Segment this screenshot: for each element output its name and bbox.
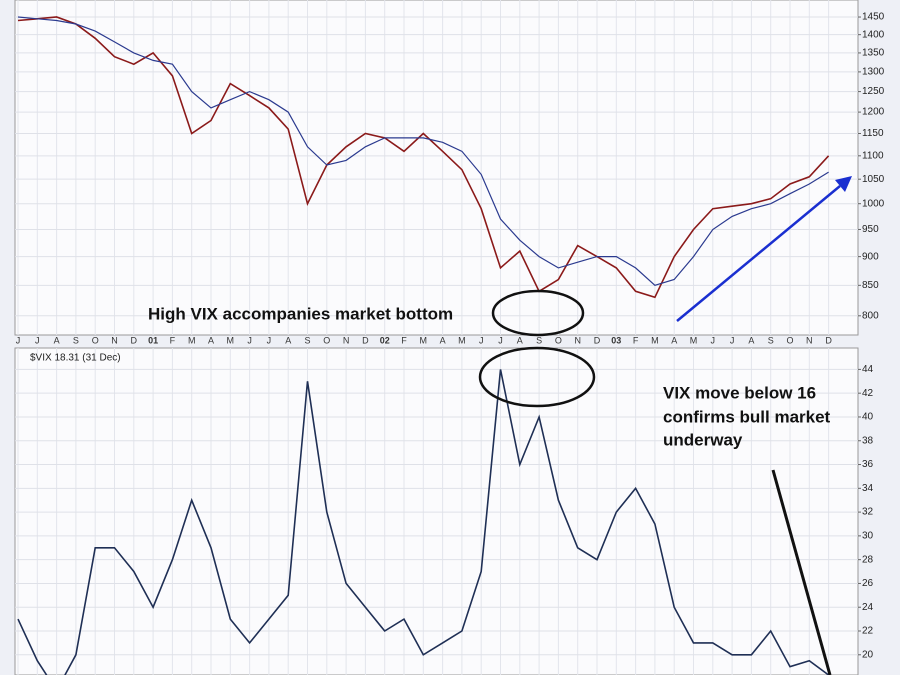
- y-tick-label: 1050: [862, 174, 885, 185]
- y-tick-label: 30: [862, 531, 874, 542]
- x-tick-label: 01: [148, 335, 158, 345]
- x-tick-label: N: [806, 335, 813, 345]
- trend-arrow: [676, 185, 841, 322]
- x-tick-label: 02: [380, 335, 390, 345]
- y-tick-label: 40: [862, 412, 874, 423]
- y-tick-label: 1200: [862, 107, 885, 118]
- x-tick-label: S: [73, 335, 79, 345]
- x-tick-label: S: [536, 335, 542, 345]
- x-tick-label: J: [267, 335, 272, 345]
- bottom-circle: [491, 289, 585, 337]
- x-tick-label: N: [111, 335, 118, 345]
- y-tick-label: 20: [862, 649, 874, 660]
- x-tick-label: D: [131, 335, 138, 345]
- x-tick-label: O: [555, 335, 562, 345]
- y-tick-label: 24: [862, 602, 874, 613]
- y-tick-label: 42: [862, 388, 874, 399]
- x-tick-label: D: [825, 335, 832, 345]
- y-tick-label: 1300: [862, 67, 885, 78]
- y-tick-label: 1000: [862, 198, 885, 209]
- x-tick-label: J: [479, 335, 484, 345]
- y-tick-label: 32: [862, 507, 874, 518]
- x-tick-label: J: [498, 335, 503, 345]
- y-tick-label: 22: [862, 626, 874, 637]
- x-tick-label: D: [362, 335, 369, 345]
- x-tick-label: 03: [611, 335, 621, 345]
- x-tick-label: S: [768, 335, 774, 345]
- y-tick-label: 1100: [862, 150, 884, 161]
- y-tick-label: 1450: [862, 12, 885, 23]
- vix-title: $VIX 18.31 (31 Dec): [30, 353, 121, 364]
- series-line: [17, 16, 830, 299]
- x-tick-label: J: [35, 335, 40, 345]
- x-tick-label: F: [401, 335, 407, 345]
- x-tick-label: A: [208, 335, 214, 345]
- series-group: [17, 16, 830, 299]
- series-line: [17, 16, 829, 286]
- x-tick-label: O: [323, 335, 330, 345]
- vix-panel: [14, 347, 859, 675]
- y-tick-label: 44: [862, 364, 874, 375]
- y-tick-label: 26: [862, 578, 874, 589]
- y-tick-label: 1400: [862, 29, 885, 40]
- series-group: [17, 369, 830, 675]
- x-tick-label: F: [633, 335, 639, 345]
- annotation: VIX move below 16: [663, 383, 816, 402]
- x-tick-label: M: [690, 335, 698, 345]
- x-tick-label: A: [285, 335, 291, 345]
- price-panel: [14, 0, 859, 336]
- x-tick-label: O: [92, 335, 99, 345]
- x-tick-label: M: [420, 335, 428, 345]
- x-tick-label: J: [247, 335, 252, 345]
- annotation: confirms bull market: [663, 407, 831, 426]
- x-tick-label: O: [786, 335, 793, 345]
- x-tick-label: M: [188, 335, 196, 345]
- x-tick-label: J: [711, 335, 716, 345]
- y-tick-label: 800: [862, 310, 879, 321]
- annotation: High VIX accompanies market bottom: [148, 304, 453, 323]
- y-tick-label: 950: [862, 224, 879, 235]
- x-tick-label: A: [440, 335, 446, 345]
- annotation: underway: [663, 430, 743, 449]
- x-tick-label: A: [671, 335, 677, 345]
- y-tick-label: 34: [862, 483, 874, 494]
- x-tick-label: A: [517, 335, 523, 345]
- y-tick-label: 900: [862, 251, 879, 262]
- vix-circle: [478, 346, 596, 408]
- y-tick-label: 28: [862, 554, 874, 565]
- x-tick-label: J: [16, 335, 21, 345]
- y-tick-label: 38: [862, 435, 874, 446]
- x-tick-label: N: [574, 335, 581, 345]
- x-tick-label: S: [304, 335, 310, 345]
- series-line: [17, 369, 830, 675]
- y-tick-label: 1350: [862, 48, 885, 59]
- x-tick-label: A: [748, 335, 754, 345]
- x-tick-label: D: [594, 335, 601, 345]
- y-tick-label: 1250: [862, 86, 885, 97]
- y-tick-label: 1150: [862, 128, 884, 139]
- y-tick-label: 36: [862, 459, 874, 470]
- x-tick-label: A: [54, 335, 60, 345]
- x-tick-label: F: [170, 335, 176, 345]
- x-tick-label: M: [651, 335, 659, 345]
- x-tick-label: M: [458, 335, 466, 345]
- x-tick-label: N: [343, 335, 350, 345]
- vix-arrow: [771, 469, 832, 675]
- arrow-head: [835, 176, 852, 192]
- x-tick-label: M: [227, 335, 235, 345]
- x-tick-label: J: [730, 335, 735, 345]
- y-tick-label: 850: [862, 280, 879, 291]
